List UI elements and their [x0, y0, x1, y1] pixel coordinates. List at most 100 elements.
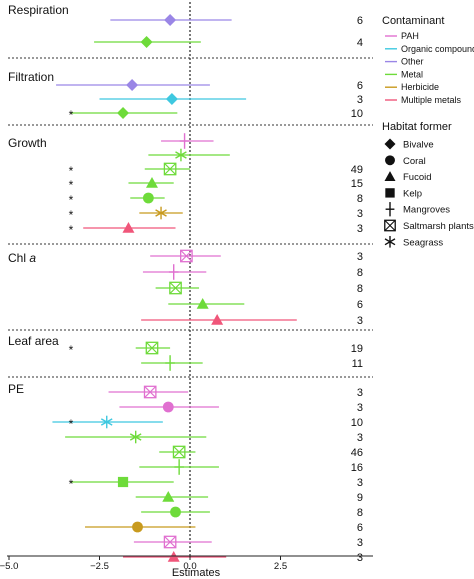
sample-size-label: 6	[357, 299, 363, 311]
marker-triangle	[384, 171, 396, 181]
legend-label: Seagrass	[403, 237, 443, 248]
significance-star: *	[69, 108, 74, 122]
marker-crossed-square	[169, 281, 182, 295]
legend-label: Metal	[401, 69, 423, 79]
estimate-row: 8	[155, 281, 363, 295]
sample-size-label: 4	[357, 37, 363, 49]
marker-diamond	[140, 36, 153, 48]
significance-star: *	[69, 178, 74, 192]
sample-size-label: 3	[357, 223, 363, 235]
marker-cross-stroke	[173, 445, 186, 459]
x-tick-label: 0.0	[183, 561, 196, 572]
marker-plus	[174, 459, 184, 475]
sample-size-label: 9	[357, 492, 363, 504]
legend-label: Multiple metals	[401, 95, 462, 105]
panel-title-text: Chl	[8, 251, 29, 265]
estimate-row: 3	[141, 314, 363, 327]
marker-asterisk	[155, 206, 167, 220]
marker-square	[385, 188, 395, 198]
sample-size-label: 49	[351, 164, 363, 176]
marker-asterisk-stroke	[129, 433, 142, 441]
estimate-row: 10 *	[69, 107, 363, 122]
marker-diamond	[117, 107, 130, 119]
significance-star: *	[69, 208, 74, 222]
legend-title-contaminant: Contaminant	[382, 15, 444, 27]
marker-crossed-square	[143, 385, 157, 399]
estimate-row: 15 *	[69, 177, 363, 192]
panel-separators	[8, 57, 373, 378]
marker-plus	[168, 264, 179, 280]
marker-plus	[179, 133, 190, 149]
marker-asterisk-stroke	[175, 151, 187, 159]
marker-crossed-square	[384, 219, 396, 232]
marker-asterisk-stroke	[100, 418, 113, 426]
sample-size-label: 3	[357, 432, 363, 444]
marker-circle	[170, 506, 181, 518]
sample-size-label: 16	[351, 462, 363, 474]
panel: Chl a 3 8 8 6 3	[8, 249, 363, 327]
estimate-row: 9	[135, 491, 363, 504]
marker-diamond	[126, 79, 139, 91]
marker-triangle	[211, 314, 224, 325]
marker-triangle	[145, 177, 158, 188]
marker-square-outline	[169, 281, 182, 295]
estimate-row: 10 *	[52, 415, 363, 431]
marker-circle	[132, 521, 143, 533]
legend-label: Coral	[403, 156, 426, 167]
panel-title-text: Leaf area	[8, 334, 59, 348]
legend-label: Fucoid	[403, 172, 432, 183]
estimate-row: 11	[141, 355, 363, 371]
legend-label: Saltmarsh plants	[403, 221, 474, 232]
marker-asterisk	[129, 430, 142, 444]
legend-label: PAH	[401, 31, 419, 41]
x-axis: −5.0 −2.5 0.0 2.5	[0, 555, 373, 572]
legend-label: Kelp	[403, 188, 422, 199]
marker-diamond	[164, 14, 177, 26]
significance-star: *	[69, 343, 74, 357]
sample-size-label: 15	[351, 178, 363, 190]
panel-title: Growth	[8, 136, 47, 150]
sample-size-label: 3	[357, 251, 363, 263]
sample-size-label: 6	[357, 80, 363, 92]
marker-square-outline	[163, 535, 177, 549]
marker-triangle	[122, 222, 135, 233]
marker-circle	[385, 155, 395, 166]
marker-diamond	[165, 93, 178, 105]
sample-size-label: 3	[357, 552, 363, 564]
sample-size-label: 3	[357, 387, 363, 399]
estimate-row: 8*	[69, 192, 363, 207]
estimate-row: 3	[123, 551, 363, 564]
panels: Respiration 6 4 Filtration 6 3 10 * Growth 49 * 15 *…	[8, 3, 363, 564]
marker-circle	[142, 192, 154, 204]
sample-size-label: 6	[357, 522, 363, 534]
x-tick-label: −2.5	[90, 561, 109, 572]
estimate-row: 3	[99, 93, 363, 106]
marker-asterisk	[100, 415, 113, 429]
marker-square-outline	[384, 219, 396, 232]
estimate-row	[148, 148, 230, 162]
panel-title-text: Filtration	[8, 70, 54, 84]
panel-title-text: Respiration	[8, 3, 69, 17]
estimate-row: 3*	[69, 206, 363, 222]
estimate-row: 3*	[69, 476, 363, 491]
estimate-row	[161, 133, 214, 149]
marker-diamond	[384, 138, 396, 150]
estimate-row: 19 *	[69, 341, 363, 357]
panel-title-text: PE	[8, 382, 24, 396]
panel-title: Filtration	[8, 70, 54, 84]
marker-asterisk-stroke	[155, 209, 167, 217]
marker-square	[117, 476, 129, 488]
sample-size-label: 3	[357, 402, 363, 414]
marker-crossed-square	[163, 162, 177, 176]
sample-size-label: 3	[357, 208, 363, 220]
marker-crossed-square	[180, 249, 193, 263]
estimate-row: 6	[85, 521, 363, 534]
marker-cross-stroke	[180, 249, 193, 263]
marker-asterisk	[175, 148, 187, 162]
panel-title: Respiration	[8, 3, 69, 17]
marker-square-outline	[163, 162, 177, 176]
significance-star: *	[69, 164, 74, 178]
sample-size-label: 6	[357, 15, 363, 27]
